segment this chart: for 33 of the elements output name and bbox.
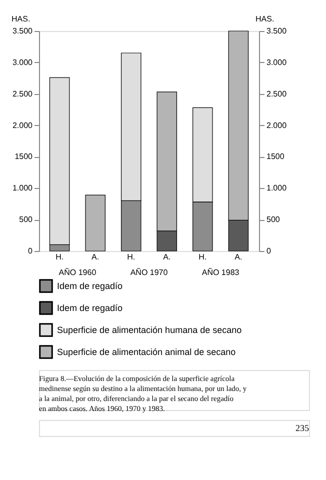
y2-tick-label: 2.000	[266, 120, 288, 130]
y-tick-label: 1.000	[12, 184, 34, 193]
bar	[85, 194, 106, 252]
legend-label: Idem de regadío	[57, 281, 123, 291]
y-tick-label: 3.000	[12, 58, 34, 67]
y-tick-label: 500	[19, 215, 34, 224]
y2-tick-label: 3.500	[266, 26, 288, 36]
x-tick-label: A.	[163, 252, 171, 262]
y2-tick-label: 1500	[266, 152, 285, 162]
legend-label: Superficie de alimentación animal de secano	[57, 347, 236, 357]
y2-tick-label: 500	[266, 215, 280, 224]
x-tick-label: H.	[56, 252, 64, 262]
legend-label: Idem de regadío	[57, 303, 123, 313]
y-tick-label: 2.500	[12, 89, 34, 98]
y-tick-label: 0	[28, 246, 34, 256]
y2-tick-label: 1.000	[266, 184, 288, 193]
x-tick-label: A.	[234, 252, 242, 262]
y2-tick-label: 3.000	[266, 58, 288, 67]
y2-tick-label: 0	[266, 246, 272, 256]
x-tick-label: H.	[198, 252, 207, 262]
y2-tick-label: 2.500	[266, 89, 288, 98]
text: AÑO 1983	[202, 267, 240, 277]
y-tick-label: 3.500	[12, 26, 34, 36]
legend-label: Superficie de alimentación humana de secano	[57, 325, 242, 335]
x-tick-label: A.	[92, 252, 100, 262]
y-tick-label: 1500	[14, 152, 34, 162]
y-axis-title: HAS.	[12, 14, 30, 24]
text: AÑO 1960	[58, 267, 97, 277]
text: 235	[296, 423, 310, 433]
x-tick-label: H.	[127, 252, 136, 262]
y2-axis-title: HAS.	[256, 14, 274, 24]
y-tick-label: 2.000	[12, 120, 34, 130]
text: AÑO 1970	[130, 267, 168, 277]
